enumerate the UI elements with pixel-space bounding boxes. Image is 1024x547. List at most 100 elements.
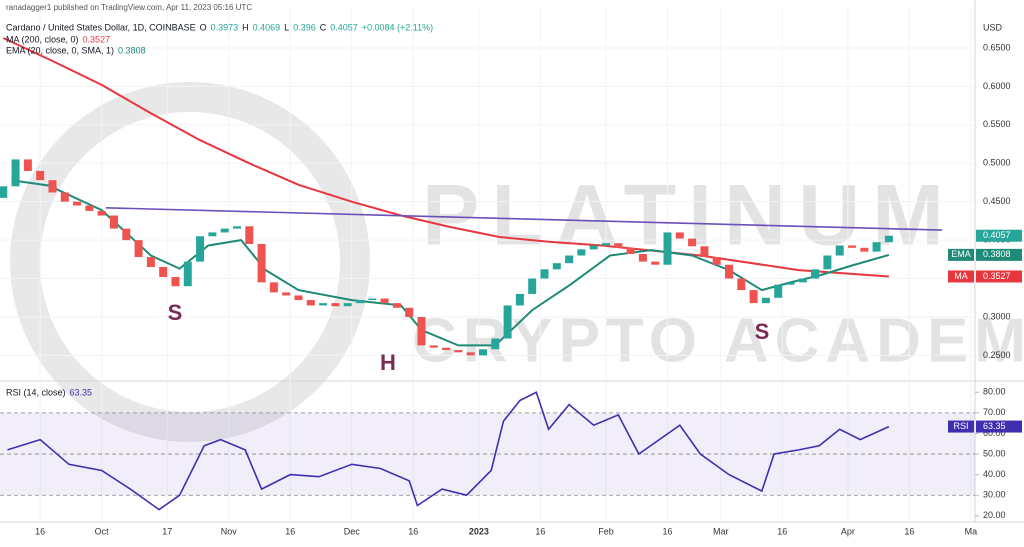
price-tag bbox=[948, 420, 974, 433]
y-tick-label: 0.4500 bbox=[983, 196, 1011, 206]
candle-body bbox=[85, 205, 94, 211]
candle-body bbox=[675, 232, 684, 239]
author: ranadagger1 published on TradingView.com… bbox=[6, 3, 252, 12]
candle-body bbox=[269, 282, 278, 293]
candle-body bbox=[11, 159, 20, 187]
rsi-line bbox=[7, 391, 890, 511]
x-tick-label: Mar bbox=[713, 526, 729, 536]
axis-label: USD bbox=[983, 22, 1003, 32]
x-tick-label: 16 bbox=[662, 526, 672, 536]
candle-body bbox=[811, 269, 820, 279]
y-tick-label: 40.00 bbox=[983, 469, 1006, 479]
candle-body bbox=[183, 261, 192, 287]
candle-body bbox=[688, 238, 697, 247]
candle-body bbox=[835, 245, 844, 256]
annotation: S bbox=[168, 300, 183, 325]
candle-body bbox=[786, 282, 795, 285]
candle-body bbox=[663, 232, 672, 265]
candle-body bbox=[565, 255, 574, 264]
candle-body bbox=[220, 228, 229, 233]
price-tag-label: 0.4057 bbox=[983, 230, 1011, 240]
price-tag bbox=[976, 248, 1022, 261]
candle-body bbox=[405, 307, 414, 317]
candle-body bbox=[122, 228, 131, 241]
legend-text: EMA (20, close, 0, SMA, 1) bbox=[6, 45, 114, 55]
candle-body bbox=[159, 267, 168, 278]
candle-body bbox=[503, 305, 512, 339]
price-tag-name: EMA bbox=[951, 249, 971, 259]
price-tag bbox=[948, 270, 974, 283]
candle-body bbox=[552, 263, 561, 270]
y-tick-label: 80.00 bbox=[983, 387, 1006, 397]
legend-text: 0.4057 bbox=[330, 22, 358, 32]
candle-body bbox=[737, 278, 746, 291]
price-tag bbox=[976, 270, 1022, 283]
x-tick-label: 16 bbox=[408, 526, 418, 536]
candle-body bbox=[724, 264, 733, 279]
candle-body bbox=[368, 298, 377, 301]
legend-text: L bbox=[284, 22, 289, 32]
candle-body bbox=[392, 303, 401, 308]
price-tag-label: 0.3527 bbox=[983, 271, 1011, 281]
candle-body bbox=[478, 349, 487, 356]
annotation: S bbox=[755, 319, 770, 344]
candle-body bbox=[712, 257, 721, 265]
candle-body bbox=[171, 277, 180, 287]
price-tag bbox=[976, 229, 1022, 242]
price-tag-label: 0.3808 bbox=[983, 249, 1011, 259]
candle-body bbox=[282, 292, 291, 296]
x-tick-label: 16 bbox=[904, 526, 914, 536]
candle-body bbox=[196, 236, 205, 262]
candle-body bbox=[798, 278, 807, 283]
candle-body bbox=[601, 243, 610, 246]
x-tick-label: Apr bbox=[841, 526, 855, 536]
candle-body bbox=[638, 253, 647, 262]
y-tick-label: 0.6000 bbox=[983, 81, 1011, 91]
y-tick-label: 0.3000 bbox=[983, 311, 1011, 321]
candle-body bbox=[294, 295, 303, 301]
candle-body bbox=[319, 303, 328, 306]
price-tag-name: MA bbox=[954, 271, 968, 281]
candle-body bbox=[860, 247, 869, 252]
legend-text: C bbox=[320, 22, 327, 32]
candle-body bbox=[306, 300, 315, 306]
legend-text: H bbox=[242, 22, 249, 32]
price-tag bbox=[948, 248, 974, 261]
candle-body bbox=[872, 242, 881, 252]
legend-text: 0.3527 bbox=[83, 34, 111, 44]
candle-body bbox=[23, 159, 32, 171]
candle-body bbox=[417, 316, 426, 346]
watermark-logo bbox=[10, 82, 370, 442]
legend-text: MA (200, close, 0) bbox=[6, 34, 79, 44]
candle-body bbox=[0, 186, 8, 198]
y-tick-label: 30.00 bbox=[983, 490, 1006, 500]
x-tick-label: Feb bbox=[598, 526, 614, 536]
price-tag-label: 63.35 bbox=[983, 421, 1006, 431]
x-tick-label: 16 bbox=[777, 526, 787, 536]
candle-body bbox=[454, 350, 463, 353]
candle-body bbox=[651, 261, 660, 265]
price-tag bbox=[976, 420, 1022, 433]
y-tick-label: 0.5000 bbox=[983, 158, 1011, 168]
candle-body bbox=[257, 243, 266, 283]
watermark-text: PLATINUM bbox=[422, 168, 956, 264]
x-tick-label: 2023 bbox=[469, 526, 489, 536]
candle-body bbox=[48, 180, 57, 193]
x-tick-label: 16 bbox=[35, 526, 45, 536]
candle-body bbox=[73, 201, 82, 206]
candle-body bbox=[577, 249, 586, 256]
legend-text: 0.3808 bbox=[118, 45, 146, 55]
candle-body bbox=[331, 303, 340, 307]
legend-text: O bbox=[200, 22, 207, 32]
candle-body bbox=[749, 290, 758, 304]
y-tick-label: 0.2500 bbox=[983, 350, 1011, 360]
candle-body bbox=[442, 347, 451, 351]
candle-body bbox=[614, 243, 623, 248]
candle-body bbox=[60, 192, 69, 202]
candle-body bbox=[540, 269, 549, 279]
x-tick-label: Ma bbox=[965, 526, 978, 536]
watermark-text: CRYPTO ACADEMY bbox=[412, 306, 1024, 375]
legend-text: +0.0084 (+2.11%) bbox=[362, 22, 433, 32]
candle-body bbox=[823, 255, 832, 270]
x-tick-label: Oct bbox=[95, 526, 110, 536]
